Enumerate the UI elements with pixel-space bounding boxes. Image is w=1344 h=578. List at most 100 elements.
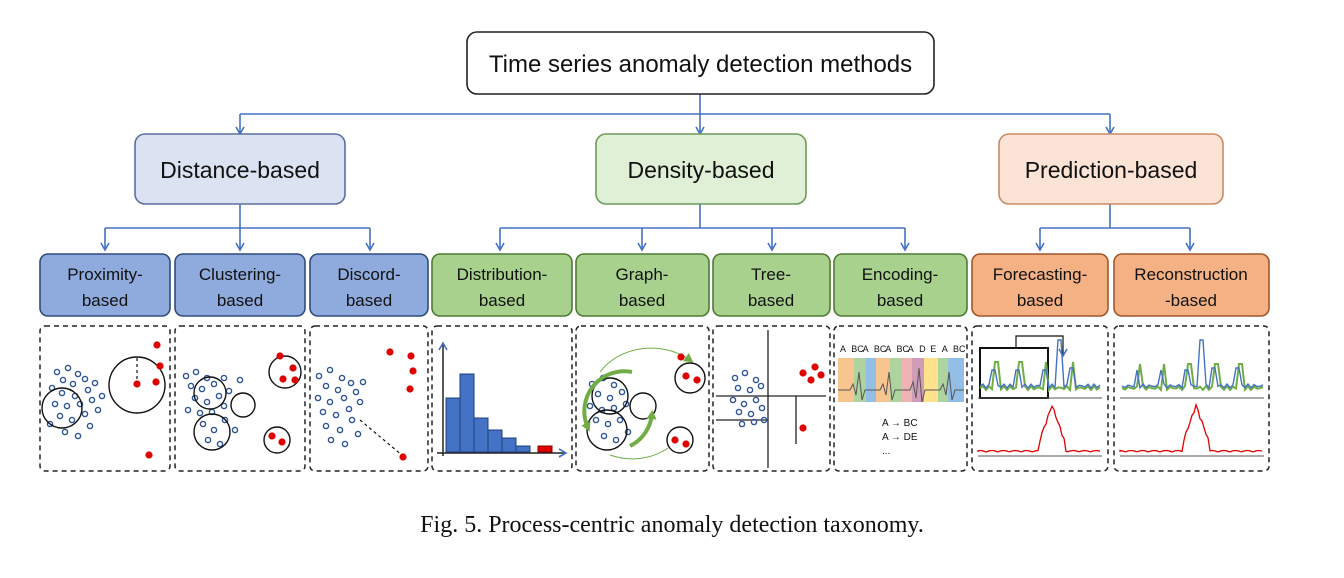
inlier-point	[322, 382, 330, 390]
cluster-circle	[230, 392, 256, 418]
inlier-point	[345, 405, 353, 413]
encoding-band	[938, 358, 948, 402]
outlier-point	[278, 438, 286, 446]
encoding-band	[948, 358, 964, 402]
inlier-point	[231, 426, 239, 434]
inlier-point	[359, 378, 367, 386]
category-density: Density-based	[595, 133, 807, 205]
category-label: Prediction-based	[1025, 157, 1198, 183]
outlier-point	[817, 371, 825, 379]
method-label-line1: Distribution-	[457, 265, 548, 284]
inlier-point	[81, 410, 89, 418]
encoding-band	[924, 358, 938, 402]
graph-illustration	[581, 347, 706, 460]
outlier-point	[682, 372, 690, 380]
encoding-rule: ...	[882, 446, 890, 457]
inlier-point	[216, 440, 224, 448]
inlier-point	[98, 392, 106, 400]
outlier-point	[386, 348, 394, 356]
inlier-point	[56, 412, 64, 420]
method-label-line2: based	[1017, 291, 1063, 310]
cluster-circle	[268, 355, 302, 389]
graph-circle	[586, 409, 628, 451]
panel-tree	[712, 325, 831, 472]
inlier-point	[220, 402, 228, 410]
forecast-window	[979, 347, 1049, 399]
encoding-symbol: BC	[851, 344, 864, 354]
method-discord: Discord- based	[309, 253, 429, 317]
inlier-point	[326, 398, 334, 406]
method-label-line1: Encoding-	[862, 265, 939, 284]
category-prediction: Prediction-based	[998, 133, 1224, 205]
inlier-point	[74, 370, 82, 378]
cluster-circle	[193, 413, 231, 451]
outlier-point	[276, 352, 284, 360]
histogram-bar	[445, 397, 461, 453]
inlier-point	[74, 432, 82, 440]
encoding-symbol: BC	[897, 344, 910, 354]
encoding-symbol: BC	[953, 344, 966, 354]
reconstruction-illustration	[1119, 339, 1264, 457]
method-label-line2: based	[217, 291, 263, 310]
outlier-point	[799, 369, 807, 377]
outlier-point	[682, 440, 690, 448]
method-label-line2: based	[877, 291, 923, 310]
method-label-line2: -based	[1165, 291, 1217, 310]
inlier-point	[354, 430, 362, 438]
inlier-point	[752, 396, 760, 404]
method-label-line1: Forecasting-	[993, 265, 1087, 284]
inlier-point	[63, 402, 71, 410]
inlier-point	[340, 394, 348, 402]
outlier-point	[289, 364, 297, 372]
random-walk-arrow-bold	[629, 410, 657, 448]
inlier-point	[352, 388, 360, 396]
inlier-point	[196, 409, 204, 417]
encoding-band	[902, 358, 912, 402]
method-tree: Tree- based	[712, 253, 831, 317]
tree-illustration	[716, 330, 826, 468]
encoding-symbol: D	[919, 344, 926, 354]
inlier-point	[59, 376, 67, 384]
inlier-point	[68, 416, 76, 424]
inlier-point	[327, 436, 335, 444]
inlier-point	[594, 390, 602, 398]
figure-caption: Fig. 5. Process-centric anomaly detectio…	[420, 512, 924, 538]
inlier-point	[356, 398, 364, 406]
encoding-rules: A → BC A → DE...	[882, 418, 918, 457]
inlier-point	[734, 384, 742, 392]
inlier-point	[338, 374, 346, 382]
inlier-point	[606, 394, 614, 402]
outlier-point	[399, 453, 407, 461]
category-label: Distance-based	[160, 157, 320, 183]
inlier-point	[332, 411, 340, 419]
clustering-illustration	[182, 352, 302, 454]
panel-proximity	[39, 325, 171, 472]
inlier-point	[81, 375, 89, 383]
method-label-line1: Reconstruction	[1134, 265, 1247, 284]
inlier-point	[319, 408, 327, 416]
inlier-point	[58, 389, 66, 397]
outlier-point	[406, 385, 414, 393]
proximity-illustration	[41, 341, 166, 459]
inlier-point	[199, 420, 207, 428]
discord-illustration	[314, 348, 417, 461]
inlier-point	[752, 376, 760, 384]
outlier-point	[133, 380, 141, 388]
outlier-point	[268, 432, 276, 440]
graph-circle	[629, 392, 657, 420]
inlier-point	[225, 387, 233, 395]
histogram-bar	[487, 429, 503, 453]
inlier-point	[604, 420, 612, 428]
outlier-bar	[537, 445, 553, 453]
inlier-point	[738, 420, 746, 428]
histogram-bar	[459, 373, 475, 453]
outlier-point	[279, 375, 287, 383]
inlier-point	[735, 408, 743, 416]
inlier-point	[747, 410, 755, 418]
forecast-signal	[979, 361, 1101, 393]
inlier-point	[616, 416, 624, 424]
observed-signal	[979, 339, 1101, 390]
method-nodes: Proximity- based Clustering- based Disco…	[39, 253, 1270, 317]
observed-signal	[1121, 339, 1264, 390]
inlier-point	[347, 379, 355, 387]
